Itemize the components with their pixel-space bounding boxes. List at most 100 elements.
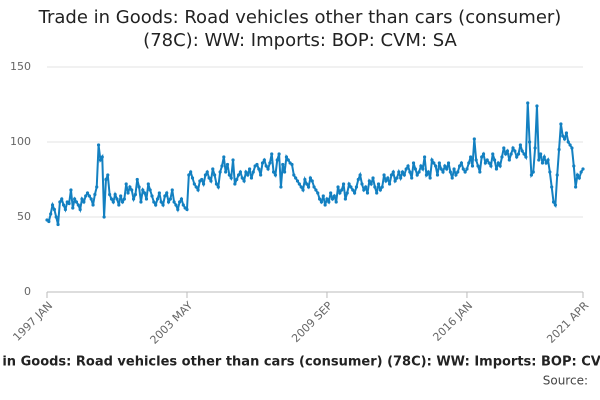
data-point xyxy=(152,200,156,204)
data-point xyxy=(461,167,465,171)
data-point xyxy=(572,164,576,168)
x-tick-label: 2003 MAY xyxy=(148,299,196,347)
data-point xyxy=(336,185,340,189)
data-point xyxy=(135,177,139,182)
data-point xyxy=(376,182,381,186)
data-point xyxy=(564,131,569,135)
data-point xyxy=(113,192,117,197)
data-point xyxy=(325,197,329,201)
data-point xyxy=(481,152,486,156)
data-point xyxy=(353,191,357,195)
data-point xyxy=(108,192,112,197)
data-point xyxy=(371,176,375,180)
data-point xyxy=(494,167,499,171)
data-point xyxy=(561,134,565,138)
data-point xyxy=(463,170,467,174)
data-point xyxy=(209,179,213,183)
data-point xyxy=(496,161,500,165)
data-point xyxy=(69,188,73,192)
data-point xyxy=(480,155,484,159)
data-point xyxy=(380,185,384,189)
data-point xyxy=(470,164,475,168)
data-point xyxy=(189,170,193,174)
data-point xyxy=(84,194,88,198)
data-point xyxy=(139,200,143,204)
data-point xyxy=(143,191,147,195)
data-point xyxy=(303,177,307,182)
data-point xyxy=(397,170,401,174)
data-point xyxy=(111,200,115,204)
data-point xyxy=(163,194,167,198)
data-point xyxy=(498,164,502,168)
data-point xyxy=(126,191,130,195)
data-point xyxy=(144,197,149,201)
data-point xyxy=(96,143,101,147)
data-point xyxy=(299,185,303,189)
data-point xyxy=(428,176,432,180)
data-point xyxy=(537,158,541,162)
data-point xyxy=(524,155,528,159)
data-point xyxy=(483,161,487,165)
data-point xyxy=(389,173,394,177)
data-point xyxy=(260,161,265,165)
data-point xyxy=(476,164,480,168)
series-line xyxy=(46,102,584,225)
data-point xyxy=(78,207,82,212)
data-point xyxy=(432,161,436,165)
data-point xyxy=(413,167,417,171)
data-point xyxy=(319,200,324,204)
data-point xyxy=(176,207,180,212)
data-point xyxy=(417,170,421,174)
data-point xyxy=(559,122,563,126)
data-point xyxy=(292,173,296,177)
data-point xyxy=(63,207,68,212)
data-point xyxy=(310,179,314,183)
data-point xyxy=(222,155,226,159)
data-point xyxy=(128,185,132,189)
data-point xyxy=(244,170,248,174)
data-point xyxy=(562,137,567,141)
data-point xyxy=(373,185,377,189)
data-point xyxy=(82,200,86,204)
data-point xyxy=(201,182,206,186)
data-point xyxy=(122,197,126,201)
y-tick-label: 50 xyxy=(17,210,31,223)
data-point xyxy=(314,188,318,192)
data-point xyxy=(104,177,108,182)
data-point xyxy=(102,215,106,219)
data-point xyxy=(284,155,289,159)
data-point xyxy=(117,203,121,207)
data-point xyxy=(579,170,583,174)
data-point xyxy=(318,197,322,201)
data-point xyxy=(98,158,103,162)
data-point xyxy=(268,161,272,165)
data-point xyxy=(54,215,58,219)
data-point xyxy=(430,158,434,162)
y-tick-label: 100 xyxy=(10,135,31,148)
data-point xyxy=(570,146,574,150)
data-point xyxy=(168,197,173,201)
data-point xyxy=(196,188,200,192)
data-point xyxy=(354,185,359,189)
data-point xyxy=(100,155,104,159)
data-point xyxy=(238,170,243,174)
data-point xyxy=(277,152,281,156)
data-point xyxy=(539,152,543,156)
data-point xyxy=(526,101,530,105)
data-point xyxy=(170,188,174,192)
data-point xyxy=(399,176,403,180)
x-tick-label: 1997 JAN xyxy=(10,299,55,344)
data-point xyxy=(577,176,581,180)
data-point xyxy=(47,219,51,224)
data-point xyxy=(550,185,554,189)
data-point xyxy=(502,146,506,150)
data-point xyxy=(327,200,331,204)
data-point xyxy=(165,191,169,195)
data-point xyxy=(546,158,550,162)
data-point xyxy=(500,155,504,159)
data-point xyxy=(246,173,250,177)
data-point xyxy=(216,185,220,189)
data-point xyxy=(58,200,62,204)
data-point xyxy=(513,149,517,153)
data-point xyxy=(308,176,312,180)
